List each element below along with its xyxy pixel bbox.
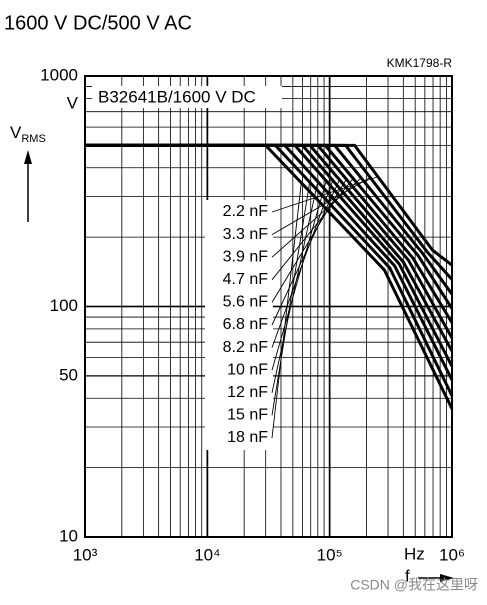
x-tick-label: 10⁶ — [439, 545, 465, 564]
legend-label: 15 nF — [227, 407, 268, 424]
x-unit: Hz — [404, 544, 425, 563]
leader-line — [271, 181, 319, 393]
watermark: CSDN @我在这里呀 — [350, 577, 478, 593]
legend-label: 3.9 nF — [223, 248, 269, 265]
chart-code: KMK1798-R — [387, 56, 453, 70]
y-tick-label: 1000 — [40, 65, 78, 84]
legend-label: 3.3 nF — [223, 226, 269, 243]
y-tick-label: 50 — [59, 365, 78, 384]
curves — [85, 143, 454, 439]
x-tick-label: 10⁴ — [194, 545, 220, 564]
x-label: f — [405, 566, 410, 585]
y-tick-label: 100 — [50, 296, 78, 315]
leader-line — [271, 177, 362, 258]
y-label-sub: RMS — [21, 133, 45, 145]
x-tick-label: 10³ — [73, 545, 98, 564]
chart-title: 1600 V DC/500 V AC — [4, 12, 192, 34]
legend-box — [205, 200, 273, 450]
legend-label: 8.2 nF — [223, 339, 269, 356]
y-tick-label: 10 — [59, 526, 78, 545]
leader-line — [271, 182, 311, 416]
x-tick-label: 10⁵ — [317, 545, 343, 564]
leader-line — [271, 176, 379, 213]
legend-label: 5.6 nF — [223, 294, 269, 311]
y-label-main: V — [10, 123, 22, 142]
legend-label: 18 nF — [227, 429, 268, 446]
plot-frame — [84, 75, 453, 538]
legend-label: 12 nF — [227, 384, 268, 401]
y-arrow-head — [24, 150, 32, 164]
legend-label: 6.8 nF — [223, 316, 269, 333]
x-arrow-head — [440, 574, 454, 582]
series-line — [85, 143, 454, 410]
y-label: VRMS — [10, 123, 46, 144]
y-unit: V — [67, 93, 79, 112]
legend-label: 10 nF — [227, 361, 268, 378]
legend-label: 4.7 nF — [223, 271, 269, 288]
leader-line — [271, 182, 302, 439]
subtitle-box — [92, 86, 282, 108]
leader-line — [271, 180, 327, 371]
chart-subtitle: B32641B/1600 V DC — [98, 87, 256, 106]
legend-label: 2.2 nF — [223, 203, 269, 220]
